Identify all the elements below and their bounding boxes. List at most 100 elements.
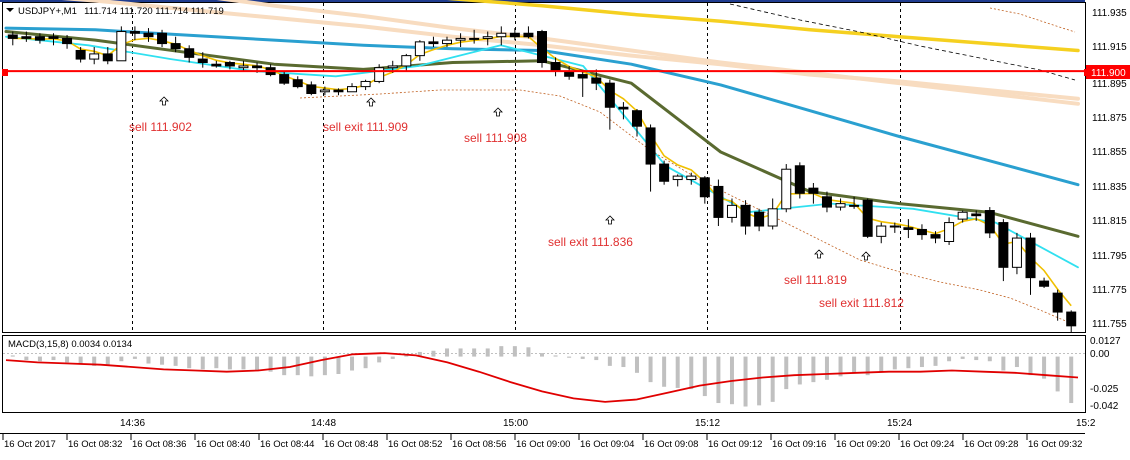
candle-bear [523,32,534,38]
price-tick: 111.755 [1092,319,1127,330]
date-tick-label: 16 Oct 08:48 [324,439,378,450]
candle-bear [916,228,927,236]
candle-bear [713,185,724,218]
macd-histogram-bar [892,356,897,370]
date-tick-label: 16 Oct 09:08 [644,439,698,450]
macd-histogram-bar [797,356,802,385]
candle-bull [387,65,398,69]
macd-histogram-bar [526,347,531,357]
candle-bull [455,37,466,41]
candle-bull [496,32,507,38]
price-tick: 111.795 [1092,251,1127,262]
candle-bear [1039,280,1050,287]
macd-histogram-bar [336,356,341,374]
time-tick: 15:00 [503,418,528,429]
candlesticks [7,26,1077,333]
candle-bear [862,199,873,237]
up-arrow-icon [159,96,169,106]
candle-bull [414,41,425,57]
lower-envelope-line [299,89,1076,326]
candle-bull [360,80,371,88]
macd-histogram-bar [37,356,42,362]
price-axis[interactable]: 111.935 111.915 111.895 111.875 111.855 … [1086,8,1130,330]
candle-bull [726,204,737,218]
symbol-label: USDJPY+,M1 111.714 111.720 111.714 111.71… [18,6,224,17]
price-tick: 111.835 [1092,182,1127,193]
macd-histogram-bar [580,356,585,359]
macd-histogram-bar [472,348,477,357]
candle-bull [238,65,249,69]
price-line-left-handle[interactable] [2,69,8,76]
signal-label: sell 111.819 [784,273,847,287]
candle-bear [211,63,222,67]
macd-histogram-bar [322,356,327,376]
candle-bear [21,36,32,39]
candle-bear [930,234,941,239]
candle-bear [129,31,140,34]
candle-bear [157,32,168,45]
macd-histogram-bar [268,356,273,372]
candle-bear [631,110,642,127]
candle-bear [984,210,995,234]
date-tick-label: 16 Oct 09:32 [1028,439,1082,450]
macd-histogram-bar [553,355,558,357]
dropdown-icon[interactable] [6,8,14,12]
candle-bear [75,49,86,60]
macd-histogram-bar [10,355,15,357]
date-tick-label: 16 Oct 09:28 [964,439,1018,450]
time-tick: 15:24 [887,418,912,429]
candle-bull [482,36,493,39]
candle-bear [333,89,344,93]
signal-label: sell exit 111.909 [323,120,408,134]
macd-axis: 0.0127 0.00 -0.025 -0.042 [1090,336,1121,412]
candle-bull [374,67,385,82]
price-tick: 111.935 [1092,8,1127,19]
price-tick: 111.855 [1092,147,1127,158]
upper-envelope-line [729,3,1076,81]
candle-bull [89,53,100,60]
macd-histogram-bar [1001,356,1006,371]
macd-histogram-bar [146,356,151,364]
price-tick: 111.775 [1092,285,1127,296]
signal-label: sell 111.902 [129,120,192,134]
price-tick: 111.895 [1092,79,1127,90]
candle-bear [428,41,439,45]
macd-histogram-bar [1028,356,1033,376]
candle-bear [224,62,235,67]
candle-bear [102,53,113,62]
current-price-badge [1086,65,1130,79]
date-tick-label: 16 Oct 08:52 [388,439,442,450]
date-tick-label: 16 Oct 08:44 [260,439,314,450]
macd-histogram-bar [119,356,124,362]
macd-histogram-bar [512,346,517,357]
macd-histogram-bar [241,356,246,370]
macd-label: MACD(3,15,8) 0.0034 0.0134 [8,339,132,350]
candle-bull [672,175,683,181]
date-tick-label: 16 Oct 08:40 [196,439,250,450]
date-tick-label: 16 Oct 09:24 [900,439,954,450]
candle-bear [252,65,263,69]
candle-bull [781,168,792,210]
candle-bear [794,165,805,194]
candle-bear [808,187,819,194]
macd-histogram-bar [431,350,436,357]
time-axis: 14:36 14:48 15:00 15:12 15:24 15:2 16 Oc… [0,418,1096,450]
macd-histogram-bar [567,356,572,358]
macd-histogram-bar [1042,356,1047,379]
time-tick: 14:36 [120,418,145,429]
price-tick: 111.875 [1092,113,1127,124]
candle-bull [686,175,697,181]
candle-bear [184,48,195,58]
candle-bear [306,84,317,94]
macd-histogram-bar [255,356,260,371]
candle-bear [903,227,914,230]
date-tick-label: 16 Oct 08:32 [68,439,122,450]
macd-tick: -0.025 [1090,384,1119,395]
macd-histogram-bar [350,356,355,371]
macd-histogram-bar [404,355,409,357]
date-tick-label: 16 Oct 09:04 [580,439,634,450]
candle-bear [998,222,1009,268]
